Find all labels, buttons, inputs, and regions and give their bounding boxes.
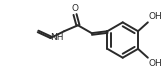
Text: O: O xyxy=(71,4,79,13)
Text: OH: OH xyxy=(149,59,163,68)
Text: NH: NH xyxy=(50,33,63,42)
Text: OH: OH xyxy=(149,12,163,21)
